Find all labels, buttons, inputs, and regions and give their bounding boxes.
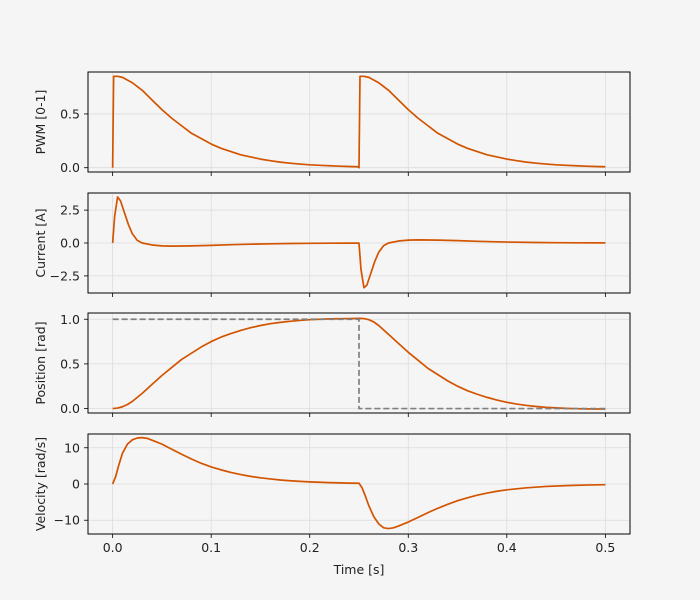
y-tick-label: −10 — [54, 513, 80, 528]
y-tick-label: 2.5 — [60, 203, 80, 218]
y-axis-label-current: Current [A] — [33, 208, 48, 277]
x-axis-label: Time [s] — [333, 562, 385, 577]
y-axis-label-position: Position [rad] — [33, 321, 48, 404]
plot-frame-current — [87, 192, 631, 294]
y-tick-label: 1.0 — [60, 312, 80, 327]
x-tick-label: 0.1 — [201, 540, 221, 555]
plot-frame-position — [87, 312, 631, 414]
x-tick-label: 0.3 — [398, 540, 418, 555]
plot-frame-pwm — [87, 71, 631, 173]
y-axis-label-velocity: Velocity [rad/s] — [33, 437, 48, 531]
y-axis-label-pwm: PWM [0-1] — [33, 90, 48, 155]
velocity-signal-line — [111, 436, 606, 530]
position-reference-line — [112, 318, 606, 410]
y-tick-label: 0.5 — [60, 106, 80, 121]
x-tick-label: 0.4 — [497, 540, 517, 555]
panel-position: 0.0 0.5 1.0 Position [rad] — [33, 312, 631, 417]
y-tick-label: 0.0 — [60, 401, 80, 416]
panel-pwm: 0.0 0.5 PWM [0-1] — [33, 71, 631, 176]
current-signal-line — [111, 196, 606, 289]
x-tick-label: 0.0 — [103, 540, 123, 555]
y-tick-label: 0.5 — [60, 356, 80, 371]
panel-velocity: 0.0 0.1 0.2 0.3 0.4 0.5 −10 0 10 Velocity [rad/s] — [33, 433, 631, 555]
y-tick-label: 0.0 — [60, 160, 80, 175]
x-tick-label: 0.2 — [300, 540, 320, 555]
pwm-signal-line — [111, 75, 606, 169]
plot-frame-velocity — [87, 433, 631, 535]
x-tick-label: 0.5 — [595, 540, 615, 555]
position-signal-line — [112, 317, 606, 410]
y-tick-label: −2.5 — [50, 268, 80, 283]
y-tick-label: 10 — [64, 440, 80, 455]
y-tick-label: 0.0 — [60, 236, 80, 251]
y-tick-label: 0 — [72, 477, 80, 492]
panel-current: −2.5 0.0 2.5 Current [A] — [33, 192, 631, 297]
